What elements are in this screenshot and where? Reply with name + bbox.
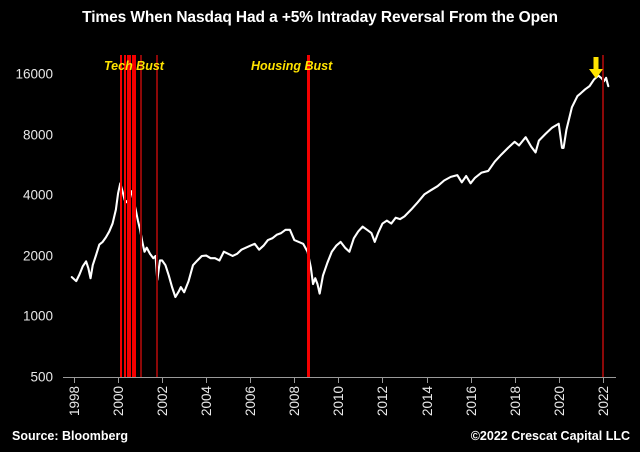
plot-area: [63, 55, 616, 377]
x-tick: [338, 378, 340, 383]
x-tick-label: 2018: [507, 386, 523, 417]
x-tick: [602, 378, 604, 383]
reversal-event-line: [601, 55, 604, 377]
x-tick-label: 2008: [287, 386, 303, 417]
reversal-event-line: [124, 55, 127, 377]
x-tick-label: 2006: [243, 386, 259, 417]
y-tick-label: 1000: [22, 308, 53, 324]
reversal-event-line: [129, 55, 132, 377]
x-tick: [162, 378, 164, 383]
copyright-note: ©2022 Crescat Capital LLC: [470, 429, 630, 443]
x-tick: [382, 378, 384, 383]
reversal-event-line: [126, 55, 129, 377]
reversal-event-line: [132, 55, 135, 377]
down-arrow-icon: [589, 57, 603, 79]
y-tick-label: 4000: [22, 187, 53, 203]
x-tick: [74, 378, 76, 383]
x-tick: [206, 378, 208, 383]
reversal-event-line: [140, 55, 143, 377]
page-title: Times When Nasdaq Had a +5% Intraday Rev…: [82, 9, 558, 26]
y-axis: 500 1000 2000 4000 8000 16000: [0, 55, 58, 385]
reversal-event-line: [155, 55, 158, 377]
x-tick-label: 2014: [419, 386, 435, 417]
x-tick-label: 2002: [155, 386, 171, 417]
x-axis-line: [63, 377, 616, 378]
reversal-event-line: [120, 55, 123, 377]
x-tick-label: 2020: [551, 386, 567, 417]
y-tick-label: 2000: [22, 248, 53, 264]
x-tick-label: 2016: [463, 386, 479, 417]
nasdaq-price-line: [70, 74, 610, 299]
x-tick: [250, 378, 252, 383]
x-tick-label: 2000: [111, 386, 127, 417]
x-tick: [514, 378, 516, 383]
x-tick: [294, 378, 296, 383]
y-tick-label: 16000: [15, 66, 53, 82]
x-tick-label: 2022: [595, 386, 611, 417]
x-tick-label: 2012: [375, 386, 391, 417]
reversal-event-line: [306, 55, 310, 377]
reversal-event-line: [134, 55, 137, 377]
x-tick-label: 2004: [199, 386, 215, 417]
source-note: Source: Bloomberg: [12, 429, 128, 443]
y-tick-label: 8000: [22, 127, 53, 143]
x-tick: [426, 378, 428, 383]
annotation-tech-bust: Tech Bust: [104, 59, 164, 73]
y-tick-label: 500: [30, 369, 53, 385]
annotation-housing-bust: Housing Bust: [251, 59, 333, 73]
x-tick: [118, 378, 120, 383]
x-tick: [470, 378, 472, 383]
x-tick-label: 1998: [67, 386, 83, 417]
x-tick-label: 2010: [331, 386, 347, 417]
x-tick: [558, 378, 560, 383]
